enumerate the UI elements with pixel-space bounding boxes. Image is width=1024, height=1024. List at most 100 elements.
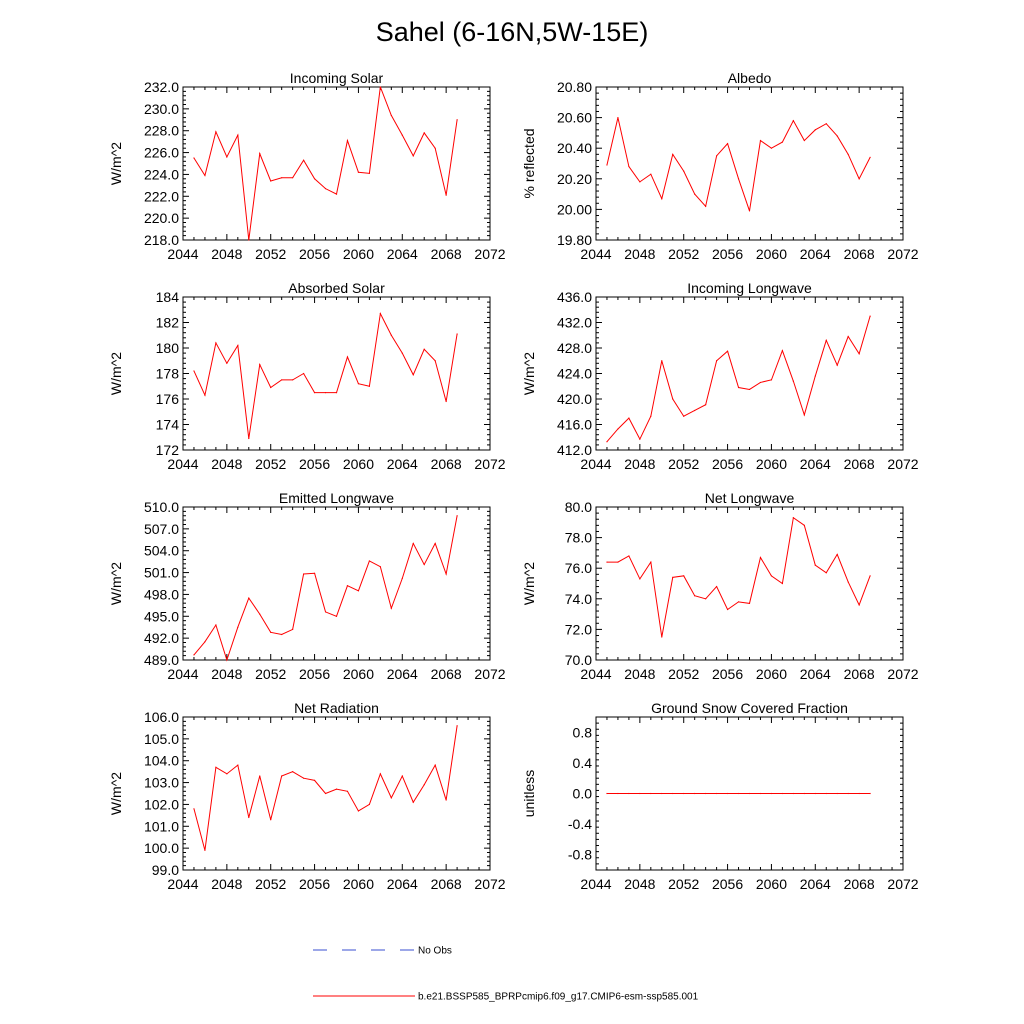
- series-line: [193, 725, 458, 851]
- x-tick-label: 2048: [624, 876, 655, 892]
- y-tick-label: 504.0: [144, 543, 179, 559]
- data-point: [346, 139, 349, 142]
- data-point: [858, 604, 860, 606]
- chart-panel: Net Longwave W/m^2 2044 2048 2052 2056 2060 206…: [521, 490, 919, 682]
- y-tick-label: 184: [156, 289, 180, 305]
- x-tick-label: 2064: [800, 666, 831, 682]
- x-tick-label: 2044: [580, 876, 611, 892]
- data-point: [204, 174, 206, 177]
- x-tick-label: 2072: [887, 456, 918, 472]
- data-point: [401, 775, 403, 777]
- data-point: [617, 792, 619, 795]
- data-point: [825, 792, 827, 795]
- y-axis-label: W/m^2: [521, 352, 537, 395]
- data-point: [814, 375, 816, 377]
- data-point: [770, 147, 773, 149]
- x-tick-label: 2044: [167, 456, 198, 472]
- data-point: [759, 792, 762, 795]
- data-point: [313, 392, 316, 394]
- x-tick-label: 2060: [343, 246, 374, 262]
- chart-panel: Emitted Longwave W/m^2 2044 2048 2052 2056 206…: [108, 490, 506, 682]
- data-point: [281, 775, 283, 777]
- data-point: [792, 792, 794, 795]
- chart-panel: Net Radiation W/m^2 2044 2048 2052 2056 2060 20…: [108, 700, 506, 892]
- chart-title: Absorbed Solar: [288, 280, 385, 296]
- y-tick-label: 412.0: [557, 442, 592, 458]
- y-tick-label: 428.0: [557, 340, 592, 356]
- data-point: [226, 773, 228, 775]
- data-point: [606, 561, 608, 563]
- data-point: [814, 792, 816, 795]
- data-point: [456, 725, 458, 727]
- y-tick-label: 76.0: [565, 560, 592, 576]
- data-point: [237, 626, 239, 628]
- data-point: [759, 381, 762, 384]
- data-point: [237, 344, 239, 347]
- data-point: [357, 590, 360, 592]
- y-tick-label: 102.0: [144, 796, 179, 812]
- x-tick-label: 2068: [844, 876, 875, 892]
- data-point: [726, 143, 729, 145]
- x-tick-label: 2068: [844, 246, 875, 262]
- y-tick-label: 20.20: [557, 171, 592, 187]
- chart-title: Albedo: [728, 70, 772, 86]
- y-tick-label: 78.0: [565, 530, 592, 546]
- chart-title: Incoming Longwave: [687, 280, 812, 296]
- data-point: [259, 613, 261, 615]
- data-point: [368, 803, 370, 806]
- x-tick-label: 2064: [387, 876, 418, 892]
- data-point: [379, 773, 381, 775]
- x-tick-label: 2072: [474, 246, 505, 262]
- data-point: [803, 792, 805, 795]
- y-axis-label: W/m^2: [108, 772, 124, 815]
- y-tick-label: 174: [156, 417, 180, 433]
- data-point: [456, 119, 458, 121]
- data-point: [434, 360, 436, 362]
- data-point: [705, 792, 707, 795]
- data-point: [858, 353, 860, 355]
- x-tick-label: 2056: [299, 246, 330, 262]
- data-point: [401, 352, 403, 354]
- data-point: [792, 380, 794, 382]
- data-point: [726, 608, 729, 611]
- data-point: [683, 170, 685, 172]
- data-point: [694, 792, 696, 795]
- y-axis-label: W/m^2: [108, 562, 124, 605]
- data-point: [357, 171, 360, 173]
- data-point: [445, 194, 447, 196]
- x-tick-label: 2064: [800, 246, 831, 262]
- data-point: [445, 400, 447, 403]
- data-point: [847, 335, 849, 338]
- y-tick-label: 178: [156, 366, 180, 382]
- x-tick-label: 2044: [580, 456, 611, 472]
- data-point: [303, 777, 305, 779]
- data-point: [814, 129, 816, 131]
- data-point: [193, 654, 195, 656]
- data-point: [456, 515, 458, 517]
- data-point: [726, 792, 729, 795]
- data-point: [412, 155, 414, 157]
- x-tick-label: 2072: [474, 456, 505, 472]
- y-tick-label: 489.0: [144, 652, 179, 668]
- y-tick-label: 0.0: [573, 786, 593, 802]
- data-point: [324, 392, 327, 394]
- data-point: [639, 792, 641, 795]
- data-point: [716, 585, 718, 588]
- data-point: [401, 577, 403, 580]
- data-point: [292, 379, 294, 381]
- data-point: [324, 611, 327, 613]
- data-point: [825, 339, 827, 341]
- data-point: [748, 210, 751, 212]
- data-point: [650, 415, 652, 417]
- y-tick-label: 228.0: [144, 123, 179, 139]
- page-title: Sahel (6-16N,5W-15E): [376, 17, 649, 47]
- data-point: [226, 659, 228, 661]
- data-point: [628, 555, 630, 557]
- x-tick-label: 2056: [712, 456, 743, 472]
- data-point: [825, 123, 827, 125]
- x-tick-label: 2056: [712, 876, 743, 892]
- x-tick-label: 2068: [431, 246, 462, 262]
- x-tick-label: 2072: [474, 666, 505, 682]
- plot-frame: [182, 296, 491, 451]
- data-point: [650, 792, 652, 795]
